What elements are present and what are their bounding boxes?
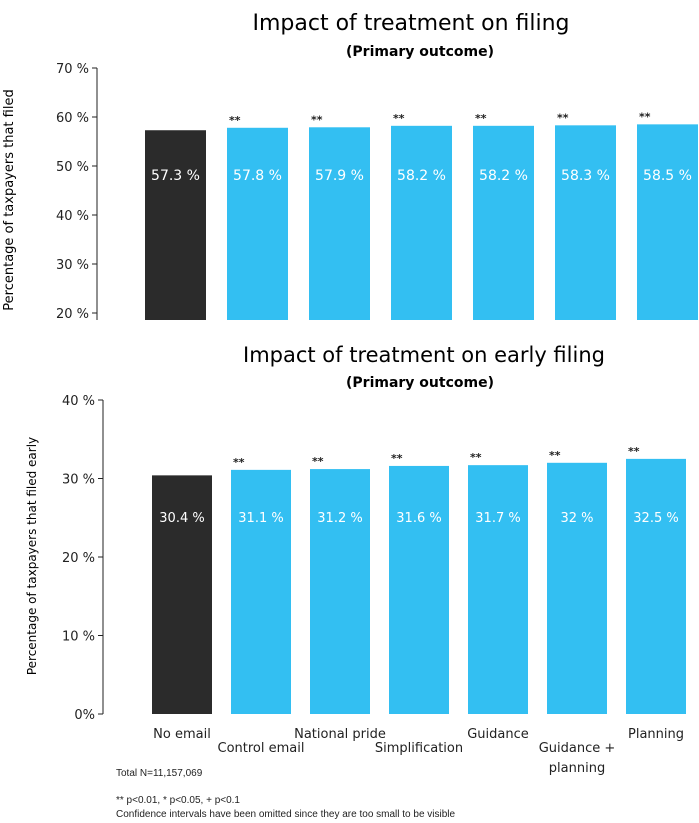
y-tick-label: 70 % xyxy=(56,62,89,77)
y-tick-label: 50 % xyxy=(56,160,89,175)
category-label: Simplification xyxy=(375,741,463,756)
chart-subtitle: (Primary outcome) xyxy=(346,44,494,60)
category-label: Guidance xyxy=(467,727,529,742)
y-axis-label: Percentage of taxpayers that filed early xyxy=(25,437,39,675)
category-label: National pride xyxy=(294,727,386,742)
confidence-note: Confidence intervals have been omitted s… xyxy=(116,809,456,820)
bar-value-label: 58.3 % xyxy=(561,168,610,184)
bar xyxy=(145,130,206,320)
y-tick-label: 30 % xyxy=(56,258,89,273)
category-label: Control email xyxy=(218,741,305,756)
y-axis-label: Percentage of taxpayers that filed xyxy=(2,89,17,310)
bar-value-label: 57.3 % xyxy=(151,168,200,184)
significance-marker: ** xyxy=(549,449,561,462)
significance-marker: ** xyxy=(391,452,403,465)
bar-value-label: 58.2 % xyxy=(479,168,528,184)
category-label: planning xyxy=(549,761,605,776)
category-label: Guidance + xyxy=(539,741,616,756)
bar-value-label: 57.9 % xyxy=(315,168,364,184)
bar-value-label: 32 % xyxy=(560,511,593,526)
significance-marker: ** xyxy=(311,113,323,126)
bar xyxy=(626,458,686,714)
bar-value-label: 31.7 % xyxy=(475,511,520,526)
y-tick-label: 30 % xyxy=(62,473,95,488)
bar-value-label: 31.2 % xyxy=(317,511,362,526)
chart-title: Impact of treatment on early filing xyxy=(243,343,605,367)
chart-subtitle: (Primary outcome) xyxy=(346,375,494,391)
bar xyxy=(391,125,452,320)
bar xyxy=(389,465,449,714)
bar xyxy=(227,127,288,320)
y-tick-label: 40 % xyxy=(56,209,89,224)
significance-legend: ** p<0.01, * p<0.05, + p<0.1 xyxy=(116,795,240,806)
bar xyxy=(231,469,291,714)
chart-title: Impact of treatment on filing xyxy=(252,11,569,36)
bar-value-label: 57.8 % xyxy=(233,168,282,184)
bar xyxy=(152,475,212,714)
bar-value-label: 58.2 % xyxy=(397,168,446,184)
y-tick-label: 10 % xyxy=(62,630,95,645)
y-tick-label: 60 % xyxy=(56,111,89,126)
bar xyxy=(473,125,534,320)
significance-marker: ** xyxy=(639,110,651,123)
significance-marker: ** xyxy=(475,112,487,125)
y-tick-label: 40 % xyxy=(62,394,95,409)
category-label: No email xyxy=(153,727,211,742)
significance-marker: ** xyxy=(557,111,569,124)
filing-chart: Impact of treatment on filing (Primary o… xyxy=(2,11,698,322)
bar-value-label: 31.1 % xyxy=(238,511,283,526)
bar-value-label: 31.6 % xyxy=(396,511,441,526)
significance-marker: ** xyxy=(393,112,405,125)
early-filing-chart: Impact of treatment on early filing (Pri… xyxy=(25,343,686,776)
bar xyxy=(310,469,370,714)
bar xyxy=(468,465,528,714)
y-tick-label: 0% xyxy=(74,708,95,723)
total-n-note: Total N=11,157,069 xyxy=(116,768,203,779)
significance-marker: ** xyxy=(229,114,241,127)
y-tick-label: 20 % xyxy=(62,551,95,566)
significance-marker: ** xyxy=(312,455,324,468)
bar xyxy=(637,124,698,320)
category-label: Planning xyxy=(628,727,684,742)
bar-value-label: 32.5 % xyxy=(633,511,678,526)
significance-marker: ** xyxy=(233,456,245,469)
bar xyxy=(547,462,607,714)
bar xyxy=(555,125,616,320)
significance-marker: ** xyxy=(470,451,482,464)
significance-marker: ** xyxy=(628,445,640,458)
bar-value-label: 58.5 % xyxy=(643,168,692,184)
bar xyxy=(309,127,370,320)
y-tick-label: 20 % xyxy=(56,307,89,322)
bar-value-label: 30.4 % xyxy=(159,511,204,526)
